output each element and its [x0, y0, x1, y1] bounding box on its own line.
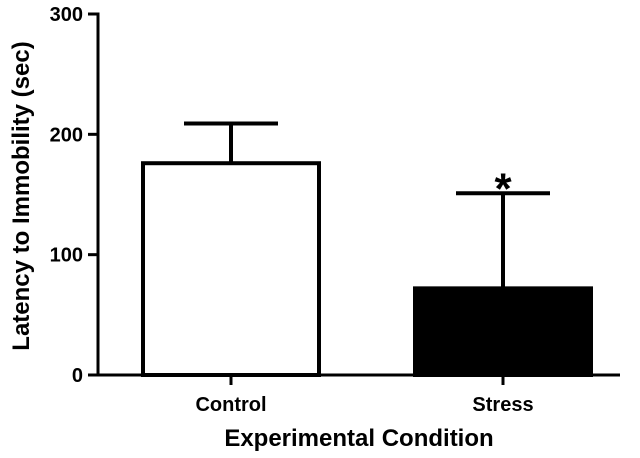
significance-marker: * [494, 164, 512, 213]
x-tick-label: Stress [472, 394, 533, 416]
x-axis-title: Experimental Condition [224, 425, 493, 452]
y-tick-label: 300 [50, 4, 83, 26]
y-axis-title: Latency to Immobility (sec) [8, 41, 35, 350]
y-tick-label: 0 [72, 365, 83, 387]
bar-control [141, 161, 321, 377]
bars [141, 161, 593, 377]
annotations: * [494, 164, 512, 213]
y-tick-label: 100 [50, 245, 83, 267]
y-tick-label: 200 [50, 124, 83, 146]
bar-stress [413, 286, 593, 377]
error-bars [184, 121, 550, 289]
x-tick-label: Control [195, 394, 266, 416]
x-axis-ticks: Control Stress [195, 375, 534, 416]
y-axis-ticks: 0 100 200 300 [50, 4, 98, 387]
